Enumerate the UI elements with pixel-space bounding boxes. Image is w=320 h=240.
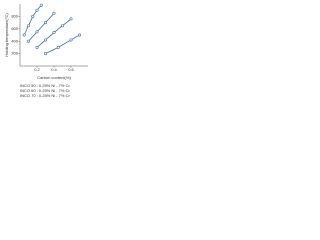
point <box>26 39 30 43</box>
legend-note: INCO 60 : 0.25% Ni - 7% Cr <box>20 88 70 93</box>
series-line <box>45 34 80 54</box>
chart: Carbon content(%) Holding temperature(°C… <box>4 3 88 98</box>
point <box>35 45 39 49</box>
point <box>26 24 30 28</box>
y-tick-label: 800 <box>11 13 18 18</box>
point <box>69 38 73 42</box>
point <box>39 3 43 7</box>
point <box>43 21 47 25</box>
point <box>43 38 47 42</box>
x-axis-title: Carbon content(%) <box>37 75 71 80</box>
point <box>69 17 73 21</box>
point <box>52 31 56 35</box>
x-tick-label: 0.4 <box>51 67 57 72</box>
y-tick-label: 600 <box>11 26 18 31</box>
y-axis-title: Holding temperature(°C) <box>4 13 9 57</box>
point <box>31 14 35 18</box>
point <box>78 33 82 37</box>
legend-note: INCO 70 : 0.25% Ni - 7% Cr <box>20 93 70 98</box>
point <box>56 45 60 49</box>
point <box>35 8 39 12</box>
point <box>43 52 47 56</box>
y-tick-label: 200 <box>11 51 18 56</box>
point <box>52 11 56 15</box>
y-tick-label: 400 <box>11 38 18 43</box>
series-line <box>28 13 55 42</box>
x-tick-label: 0.6 <box>68 67 74 72</box>
x-tick-label: 0.2 <box>34 67 40 72</box>
point <box>35 30 39 34</box>
point <box>60 24 64 28</box>
point <box>22 33 26 37</box>
legend-note: INCO 50 : 0.25% Ni - 7% Cr <box>20 83 70 88</box>
